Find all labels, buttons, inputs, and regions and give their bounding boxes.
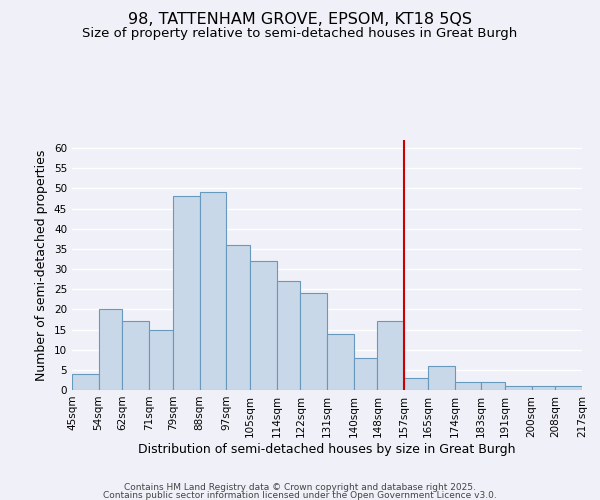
Bar xyxy=(149,330,173,390)
Bar xyxy=(301,293,327,390)
Bar xyxy=(98,310,122,390)
Text: 98, TATTENHAM GROVE, EPSOM, KT18 5QS: 98, TATTENHAM GROVE, EPSOM, KT18 5QS xyxy=(128,12,472,28)
Bar xyxy=(327,334,353,390)
Bar xyxy=(199,192,226,390)
Bar xyxy=(277,281,301,390)
Text: Contains HM Land Registry data © Crown copyright and database right 2025.: Contains HM Land Registry data © Crown c… xyxy=(124,482,476,492)
Bar xyxy=(428,366,455,390)
Bar xyxy=(72,374,98,390)
Bar xyxy=(377,322,404,390)
Bar xyxy=(556,386,582,390)
Text: Contains public sector information licensed under the Open Government Licence v3: Contains public sector information licen… xyxy=(103,491,497,500)
Text: Size of property relative to semi-detached houses in Great Burgh: Size of property relative to semi-detach… xyxy=(82,28,518,40)
Bar xyxy=(226,245,250,390)
Bar xyxy=(173,196,199,390)
Bar xyxy=(404,378,428,390)
Bar xyxy=(353,358,377,390)
Bar xyxy=(532,386,556,390)
X-axis label: Distribution of semi-detached houses by size in Great Burgh: Distribution of semi-detached houses by … xyxy=(138,442,516,456)
Bar xyxy=(250,261,277,390)
Y-axis label: Number of semi-detached properties: Number of semi-detached properties xyxy=(35,150,49,380)
Bar xyxy=(122,322,149,390)
Bar xyxy=(505,386,532,390)
Bar xyxy=(481,382,505,390)
Bar xyxy=(455,382,481,390)
